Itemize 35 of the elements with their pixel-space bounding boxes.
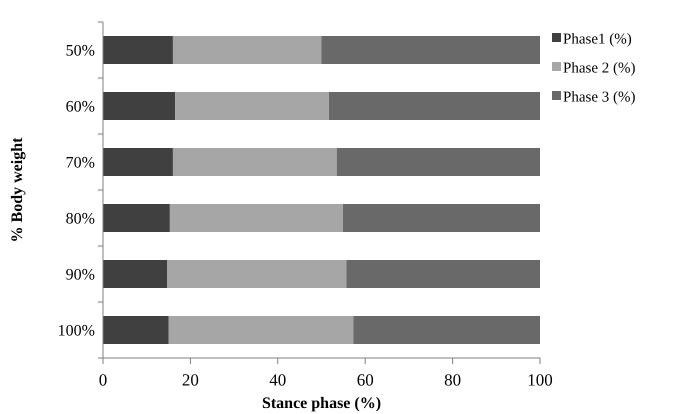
bar: [172, 36, 322, 64]
bar: [172, 148, 337, 176]
legend-label: Phase 2 (%): [563, 60, 636, 76]
bar: [170, 204, 343, 232]
bar: [103, 316, 169, 344]
bar: [353, 316, 540, 344]
x-tick-label: 0: [98, 370, 108, 390]
legend-label: Phase1 (%): [563, 31, 632, 48]
bar: [103, 36, 173, 64]
y-tick-label: 90%: [66, 266, 95, 284]
bar: [342, 204, 540, 232]
y-tick-label: 50%: [66, 42, 95, 60]
bar: [167, 260, 346, 288]
x-tick-label: 60: [356, 370, 374, 390]
bar: [103, 92, 176, 120]
x-tick-label: 80: [444, 370, 462, 390]
bar: [346, 260, 540, 288]
x-axis-title: Stance phase (%): [262, 395, 382, 412]
x-tick-label: 20: [182, 370, 199, 390]
bar: [328, 92, 540, 120]
bar: [168, 316, 354, 344]
bar: [103, 148, 173, 176]
y-tick-label: 100%: [58, 322, 95, 340]
bar: [175, 92, 329, 120]
x-tick-label: 40: [269, 370, 286, 390]
y-tick-label: 70%: [66, 154, 95, 172]
y-tick-label: 80%: [66, 210, 95, 228]
y-tick-label: 60%: [66, 98, 95, 116]
y-axis-title: % Body weight: [9, 136, 26, 242]
x-tick-label: 100: [527, 370, 553, 390]
legend-label: Phase 3 (%): [563, 89, 636, 106]
bar: [103, 260, 168, 288]
bar: [103, 204, 170, 232]
bar: [322, 36, 540, 64]
bar: [336, 148, 540, 176]
